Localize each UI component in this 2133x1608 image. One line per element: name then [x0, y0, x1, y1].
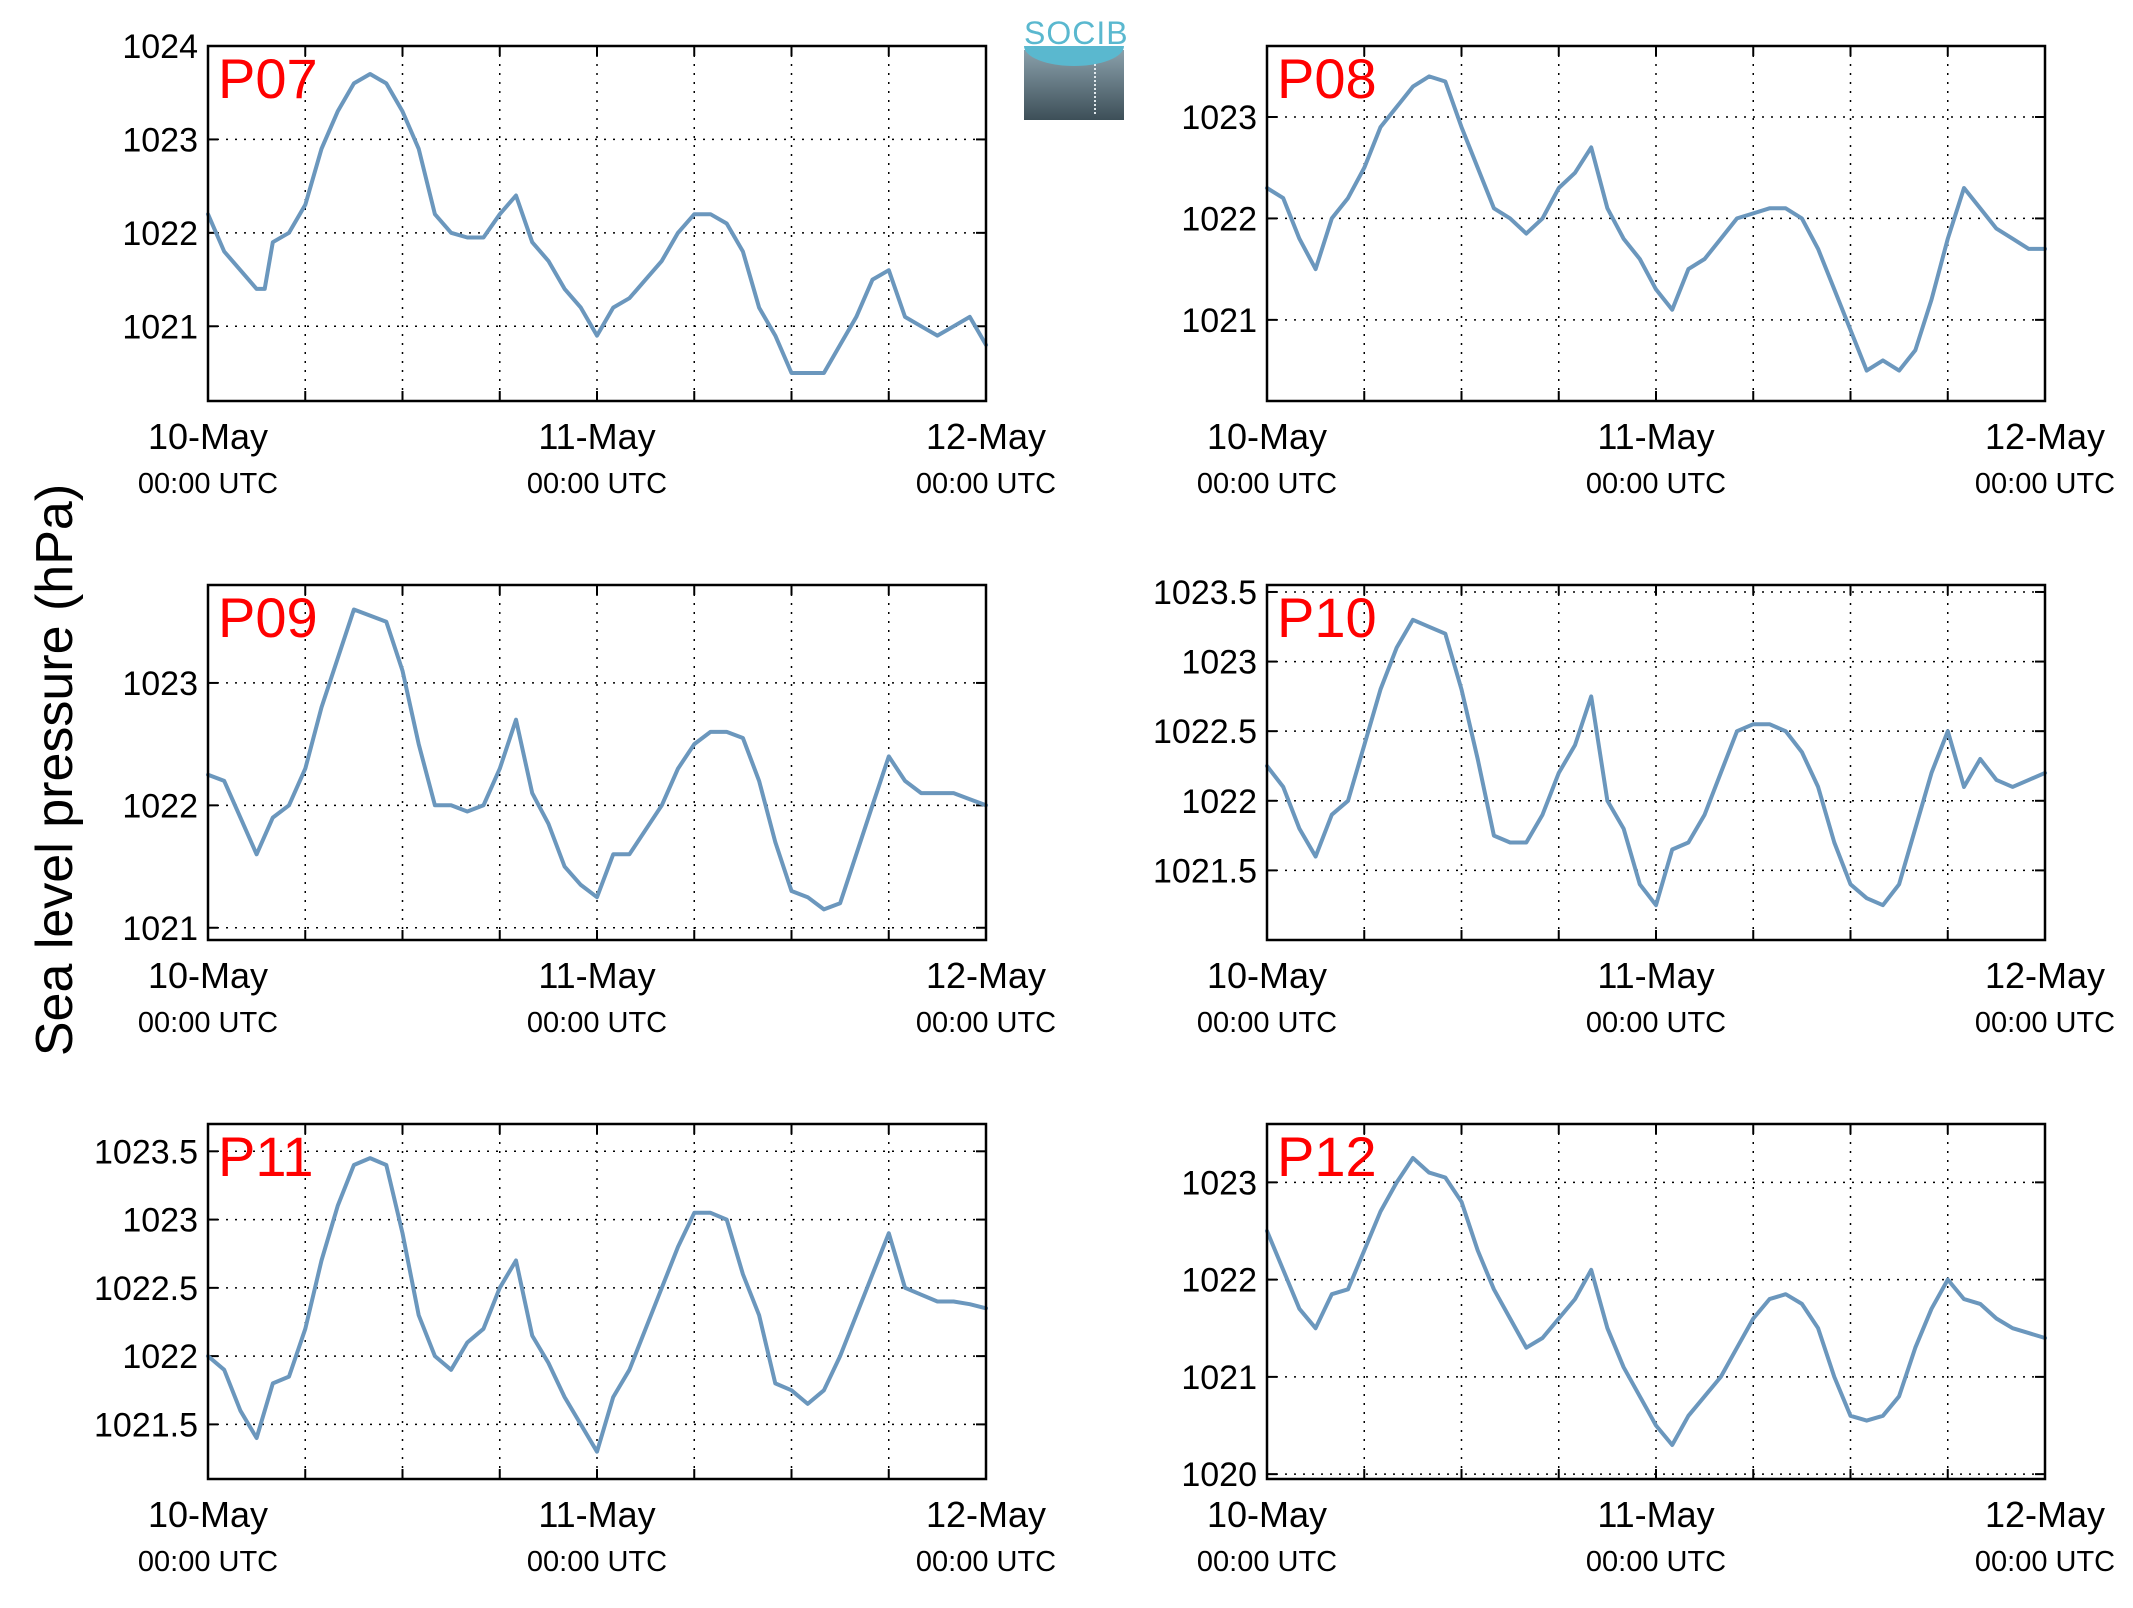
- panel-p07: 1021 1022 1023 1024 P07 10-May 00:00 UTC 11-May…: [122, 28, 1056, 500]
- x-tick-label-time: 00:00 UTC: [916, 468, 1056, 500]
- x-tick-label-day: 12-May: [1985, 1494, 2105, 1535]
- x-tick-label-day: 10-May: [148, 1494, 268, 1535]
- pressure-series-line: [1265, 74, 2047, 373]
- y-tick-label: 1022.5: [1153, 713, 1257, 751]
- plot-frame: [206, 1122, 988, 1481]
- plot-frame: [1265, 583, 2047, 942]
- y-tick-label: 1023: [1181, 1164, 1257, 1202]
- panel-label: P09: [218, 586, 318, 649]
- pressure-series-line: [1265, 617, 2047, 908]
- pressure-series-line: [206, 72, 988, 375]
- x-tick-label-day: 12-May: [1985, 416, 2105, 457]
- x-tick-label-time: 00:00 UTC: [1975, 468, 2115, 500]
- x-tick-label-time: 00:00 UTC: [1586, 1007, 1726, 1039]
- x-tick-label-time: 00:00 UTC: [1197, 1546, 1337, 1578]
- x-tick-label-time: 00:00 UTC: [527, 468, 667, 500]
- x-tick-label-time: 00:00 UTC: [1197, 468, 1337, 500]
- pressure-series-line: [206, 607, 988, 912]
- y-axis-label: Sea level pressure (hPa): [26, 484, 84, 1056]
- x-tick-label-day: 10-May: [148, 416, 268, 457]
- x-tick-label-day: 10-May: [1207, 416, 1327, 457]
- y-tick-label: 1023: [122, 665, 198, 703]
- plot-frame: [206, 583, 988, 942]
- y-tick-label: 1022: [122, 787, 198, 825]
- x-tick-label-day: 11-May: [538, 1494, 655, 1535]
- socib-logo-text: SOCIB: [1024, 15, 1129, 51]
- panel-label: P08: [1277, 47, 1377, 110]
- y-tick-label: 1022.5: [94, 1270, 198, 1308]
- y-tick-label: 1020: [1181, 1456, 1257, 1494]
- x-tick-label-time: 00:00 UTC: [1586, 1546, 1726, 1578]
- x-tick-label-day: 12-May: [926, 1494, 1046, 1535]
- panel-p10: 1021.5 1022 1022.5 1023 1023.5 P10 10-May 00:00…: [1153, 574, 2115, 1039]
- panel-label: P12: [1277, 1125, 1377, 1188]
- panel-p11: 1021.5 1022 1022.5 1023 1023.5 P11 10-May 00:00…: [94, 1122, 1056, 1578]
- y-tick-label: 1021: [122, 308, 198, 346]
- y-tick-label: 1021: [122, 910, 198, 948]
- panel-p09: 1021 1022 1023 P09 10-May 00:00 UTC 11-May 00:0…: [122, 583, 1056, 1039]
- x-tick-label-day: 10-May: [1207, 955, 1327, 996]
- x-tick-label-day: 12-May: [926, 416, 1046, 457]
- x-tick-label-day: 11-May: [538, 955, 655, 996]
- y-tick-label: 1022: [122, 215, 198, 253]
- x-tick-label-time: 00:00 UTC: [527, 1007, 667, 1039]
- y-tick-label: 1023: [122, 121, 198, 159]
- x-tick-label-time: 00:00 UTC: [138, 1007, 278, 1039]
- panel-label: P11: [218, 1125, 313, 1188]
- y-tick-label: 1023.5: [1153, 574, 1257, 612]
- x-tick-label-time: 00:00 UTC: [1975, 1546, 2115, 1578]
- plot-frame: [206, 44, 988, 403]
- panel-p08: 1021 1022 1023 P08 10-May 00:00 UTC 11-May 00:0…: [1181, 44, 2115, 500]
- x-tick-label-time: 00:00 UTC: [138, 1546, 278, 1578]
- x-tick-label-day: 10-May: [148, 955, 268, 996]
- panel-p12: 1020 1021 1022 1023 P12 10-May 00:00 UTC 11-May…: [1181, 1122, 2115, 1578]
- panel-label: P07: [218, 47, 318, 110]
- y-tick-label: 1022: [1181, 1262, 1257, 1300]
- x-tick-label-time: 00:00 UTC: [1586, 468, 1726, 500]
- y-tick-label: 1023.5: [94, 1133, 198, 1171]
- plot-frame: [1265, 44, 2047, 403]
- panel-label: P10: [1277, 586, 1377, 649]
- y-tick-label: 1021: [1181, 302, 1257, 340]
- y-tick-label: 1023: [1181, 644, 1257, 682]
- x-tick-label-time: 00:00 UTC: [916, 1007, 1056, 1039]
- y-tick-label: 1022: [1181, 200, 1257, 238]
- socib-logo: SOCIB: [1024, 15, 1129, 120]
- x-tick-label-day: 12-May: [926, 955, 1046, 996]
- y-tick-label: 1021.5: [1153, 852, 1257, 890]
- y-tick-label: 1023: [122, 1202, 198, 1240]
- y-tick-label: 1022: [122, 1338, 198, 1376]
- x-tick-label-day: 10-May: [1207, 1494, 1327, 1535]
- pressure-series-line: [206, 1156, 988, 1454]
- y-tick-label: 1024: [122, 28, 198, 66]
- x-tick-label-time: 00:00 UTC: [916, 1546, 1056, 1578]
- y-tick-label: 1021: [1181, 1359, 1257, 1397]
- y-tick-label: 1021.5: [94, 1406, 198, 1444]
- x-tick-label-day: 11-May: [1597, 955, 1714, 996]
- y-tick-label: 1023: [1181, 99, 1257, 137]
- x-tick-label-day: 11-May: [538, 416, 655, 457]
- x-tick-label-day: 11-May: [1597, 1494, 1714, 1535]
- x-tick-label-time: 00:00 UTC: [138, 468, 278, 500]
- x-tick-label-time: 00:00 UTC: [1975, 1007, 2115, 1039]
- x-tick-label-time: 00:00 UTC: [527, 1546, 667, 1578]
- y-tick-label: 1022: [1181, 783, 1257, 821]
- x-tick-label-day: 11-May: [1597, 416, 1714, 457]
- pressure-series-line: [1265, 1156, 2047, 1447]
- x-tick-label-time: 00:00 UTC: [1197, 1007, 1337, 1039]
- plot-frame: [1265, 1122, 2047, 1481]
- x-tick-label-day: 12-May: [1985, 955, 2105, 996]
